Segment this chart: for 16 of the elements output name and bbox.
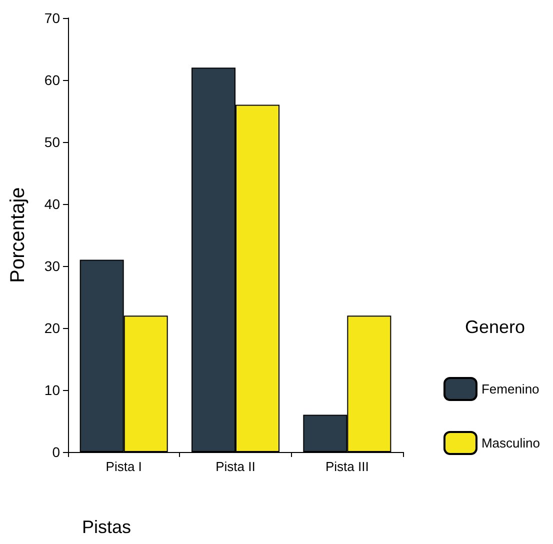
y-axis-title: Porcentaje [7, 187, 29, 283]
y-tick-label: 40 [44, 196, 60, 212]
y-tick-label: 60 [44, 72, 60, 88]
x-tick-label: Pista II [216, 459, 256, 474]
x-tick-label: Pista I [106, 459, 142, 474]
y-tick-label: 30 [44, 258, 60, 274]
y-tick-label: 0 [52, 444, 60, 460]
y-tick-label: 70 [44, 10, 60, 26]
legend-title: Genero [464, 317, 526, 337]
legend-label: Masculino [481, 436, 540, 450]
y-tick-label: 10 [44, 382, 60, 398]
legend-label: Femenino [481, 382, 540, 396]
y-tick-label: 50 [44, 134, 60, 150]
y-tick-label: 20 [44, 320, 60, 336]
x-tick-label: Pista III [325, 459, 369, 474]
x-axis-title: Pistas [82, 517, 132, 537]
